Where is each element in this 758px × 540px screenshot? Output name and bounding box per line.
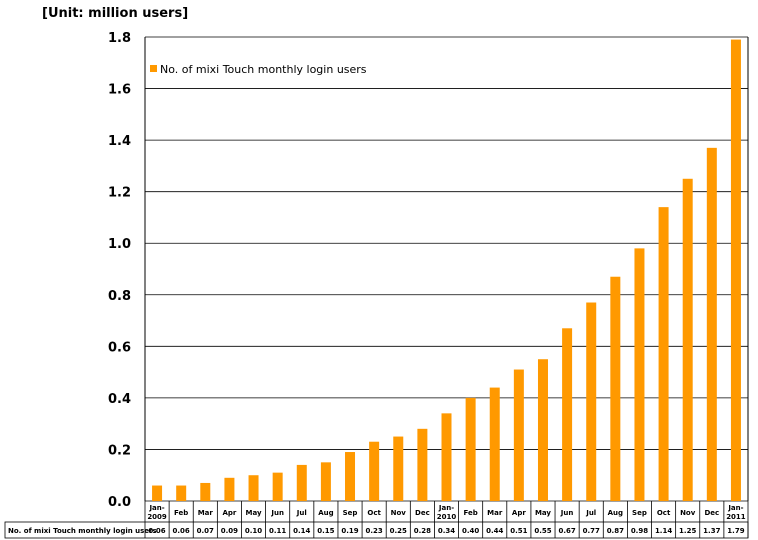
legend-swatch xyxy=(150,65,157,72)
x-tick-label: 2009 xyxy=(147,513,167,521)
x-tick-label: 2011 xyxy=(726,513,746,521)
data-table-value: 0.28 xyxy=(414,527,431,535)
bar xyxy=(562,328,573,501)
x-tick-label: Jul xyxy=(296,509,307,517)
x-tick-label: Aug xyxy=(608,509,623,517)
x-tick-label: Jun xyxy=(560,509,574,517)
data-table-value: 0.25 xyxy=(390,527,407,535)
legend-label: No. of mixi Touch monthly login users xyxy=(160,63,367,76)
bar xyxy=(320,462,331,501)
x-tick-label: Aug xyxy=(318,509,333,517)
y-tick-label: 0.6 xyxy=(108,340,131,355)
y-tick-label: 1.6 xyxy=(108,83,131,98)
x-tick-label: May xyxy=(535,509,551,517)
bar xyxy=(417,428,428,501)
bar xyxy=(658,207,669,501)
bar xyxy=(441,413,452,501)
bar xyxy=(248,475,259,501)
x-tick-label: Mar xyxy=(487,509,503,517)
bar xyxy=(200,482,211,501)
data-table-value: 1.25 xyxy=(679,527,696,535)
data-table-value: 0.44 xyxy=(486,527,503,535)
bar xyxy=(586,302,597,501)
bar xyxy=(537,359,548,501)
x-tick-label: Nov xyxy=(391,509,407,517)
data-table-value: 1.14 xyxy=(655,527,672,535)
bar xyxy=(393,436,404,501)
data-table-value: 0.98 xyxy=(631,527,648,535)
x-tick-label: Jan- xyxy=(727,504,743,512)
bar xyxy=(730,39,741,501)
bar xyxy=(682,178,693,501)
bar xyxy=(513,369,524,501)
x-tick-label: May xyxy=(246,509,262,517)
data-table-value: 0.06 xyxy=(148,527,165,535)
x-tick-label: Dec xyxy=(704,509,719,517)
x-tick-label: Jun xyxy=(270,509,284,517)
bar xyxy=(369,441,380,501)
data-table-value: 0.11 xyxy=(269,527,286,535)
bar xyxy=(610,276,621,501)
bar xyxy=(634,248,645,501)
y-tick-label: 1.0 xyxy=(108,237,131,252)
x-tick-label: Feb xyxy=(463,509,477,517)
y-tick-label: 1.4 xyxy=(108,134,131,149)
data-table-value: 0.07 xyxy=(197,527,214,535)
x-tick-label: Apr xyxy=(512,509,526,517)
bar xyxy=(706,147,717,501)
y-tick-label: 1.8 xyxy=(108,31,131,46)
data-table-series-label: No. of mixi Touch monthly login users xyxy=(8,527,157,535)
data-table-value: 0.15 xyxy=(317,527,334,535)
bar xyxy=(272,472,283,501)
data-table-value: 1.37 xyxy=(703,527,720,535)
y-tick-label: 0.0 xyxy=(108,495,131,510)
data-table-value: 0.19 xyxy=(341,527,358,535)
data-table-value: 0.87 xyxy=(607,527,624,535)
bar xyxy=(296,464,307,501)
data-table-value: 0.40 xyxy=(462,527,479,535)
x-tick-label: Oct xyxy=(367,509,381,517)
y-tick-label: 0.2 xyxy=(108,443,131,458)
data-table-value: 0.09 xyxy=(221,527,238,535)
bar xyxy=(176,485,187,501)
x-tick-label: Oct xyxy=(657,509,671,517)
x-tick-label: Nov xyxy=(680,509,696,517)
bar xyxy=(489,387,500,501)
x-tick-label: 2010 xyxy=(437,513,457,521)
x-tick-label: Sep xyxy=(632,509,647,517)
x-tick-label: Jan- xyxy=(148,504,164,512)
x-tick-label: Jul xyxy=(585,509,596,517)
x-tick-label: Dec xyxy=(415,509,430,517)
data-table-value: 0.14 xyxy=(293,527,310,535)
y-tick-label: 1.2 xyxy=(108,186,131,201)
unit-label: [Unit: million users] xyxy=(42,6,189,21)
y-tick-label: 0.8 xyxy=(108,289,131,304)
x-tick-label: Mar xyxy=(198,509,214,517)
data-table-value: 0.10 xyxy=(245,527,262,535)
bar xyxy=(152,485,163,501)
y-tick-label: 0.4 xyxy=(108,392,131,407)
bar xyxy=(345,452,356,501)
bar xyxy=(465,397,476,501)
data-table-value: 0.23 xyxy=(365,527,382,535)
data-table-value: 0.77 xyxy=(583,527,600,535)
data-table-value: 0.67 xyxy=(558,527,575,535)
data-table-value: 0.06 xyxy=(173,527,190,535)
bar xyxy=(224,477,235,501)
data-table-value: 1.79 xyxy=(727,527,744,535)
x-tick-label: Sep xyxy=(343,509,358,517)
x-tick-label: Apr xyxy=(222,509,236,517)
x-tick-label: Jan- xyxy=(438,504,454,512)
data-table-value: 0.51 xyxy=(510,527,527,535)
data-table-value: 0.34 xyxy=(438,527,455,535)
data-table-value: 0.55 xyxy=(534,527,551,535)
x-tick-label: Feb xyxy=(174,509,188,517)
